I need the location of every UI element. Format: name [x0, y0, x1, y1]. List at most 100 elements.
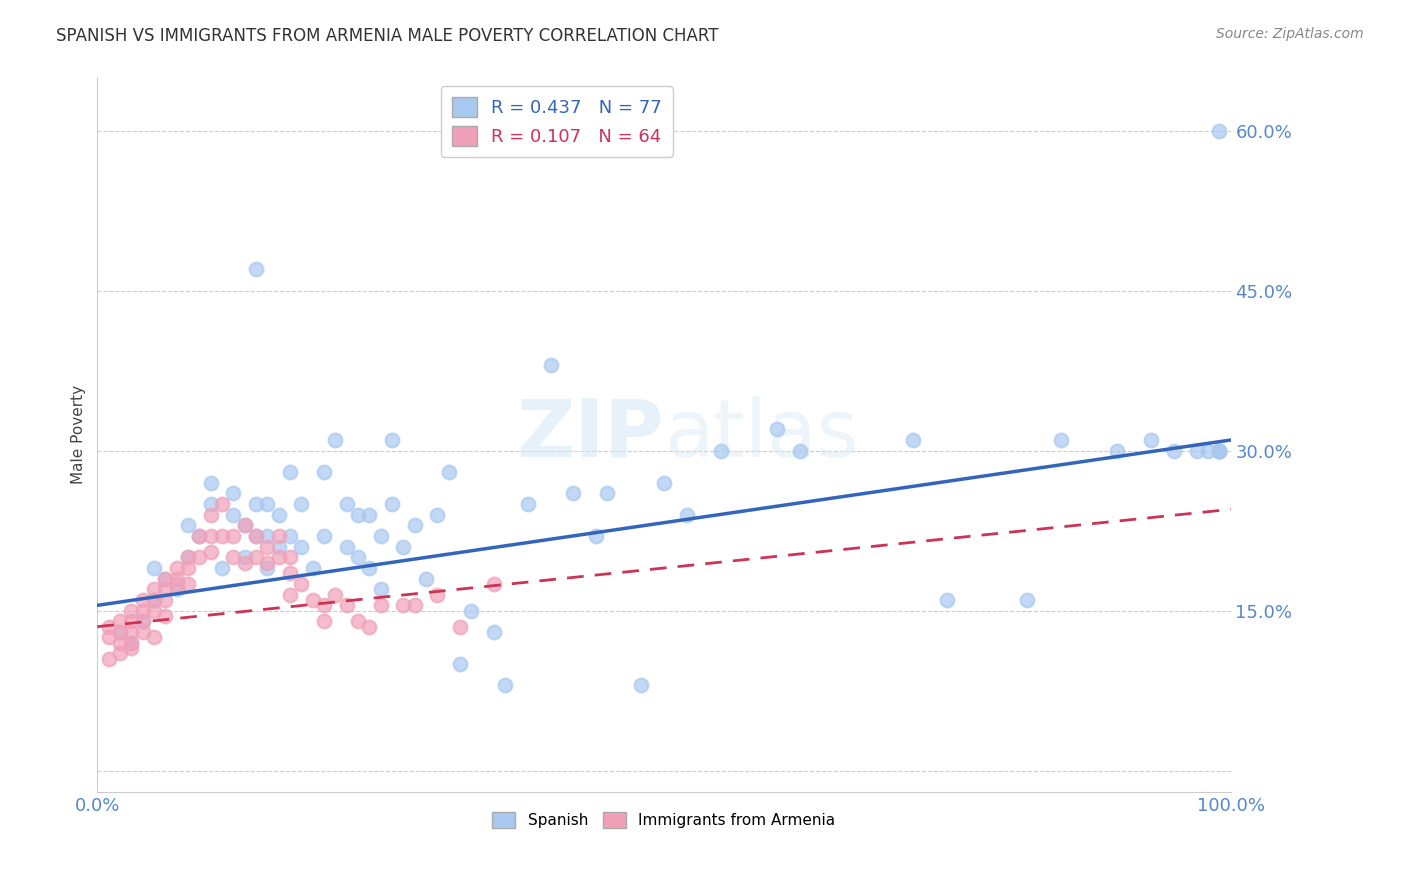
Point — [359, 620, 381, 634]
Point — [177, 550, 200, 565]
Point — [437, 465, 460, 479]
Point — [222, 529, 245, 543]
Point — [155, 572, 177, 586]
Point — [278, 550, 301, 565]
Point — [256, 497, 278, 511]
Point — [211, 529, 233, 543]
Point — [131, 625, 153, 640]
Point — [278, 588, 301, 602]
Text: Source: ZipAtlas.com: Source: ZipAtlas.com — [1216, 27, 1364, 41]
Point — [108, 635, 131, 649]
Point — [143, 604, 166, 618]
Point — [540, 359, 562, 373]
Point — [290, 497, 312, 511]
Point — [336, 497, 359, 511]
Point — [143, 593, 166, 607]
Point — [312, 465, 335, 479]
Point — [1140, 433, 1163, 447]
Point — [177, 561, 200, 575]
Point — [233, 556, 256, 570]
Point — [267, 508, 290, 522]
Point — [143, 630, 166, 644]
Point — [155, 609, 177, 624]
Point — [222, 486, 245, 500]
Point — [404, 599, 426, 613]
Point — [131, 615, 153, 629]
Point — [652, 475, 675, 490]
Point — [120, 635, 142, 649]
Point — [233, 518, 256, 533]
Point — [143, 593, 166, 607]
Point — [1208, 443, 1230, 458]
Point — [1163, 443, 1185, 458]
Point — [267, 540, 290, 554]
Point — [449, 657, 471, 671]
Point — [426, 588, 449, 602]
Point — [108, 615, 131, 629]
Point — [166, 561, 188, 575]
Point — [245, 497, 267, 511]
Point — [630, 678, 652, 692]
Point — [596, 486, 619, 500]
Point — [1015, 593, 1038, 607]
Point — [188, 529, 211, 543]
Point — [108, 646, 131, 660]
Point — [903, 433, 925, 447]
Point — [426, 508, 449, 522]
Point — [290, 540, 312, 554]
Point — [177, 518, 200, 533]
Point — [312, 615, 335, 629]
Point — [392, 540, 415, 554]
Point — [585, 529, 607, 543]
Point — [370, 529, 392, 543]
Point — [325, 433, 347, 447]
Point — [200, 475, 222, 490]
Point — [381, 433, 404, 447]
Point — [494, 678, 516, 692]
Point — [789, 443, 811, 458]
Legend: Spanish, Immigrants from Armenia: Spanish, Immigrants from Armenia — [486, 806, 842, 834]
Point — [482, 577, 505, 591]
Point — [347, 550, 370, 565]
Point — [359, 508, 381, 522]
Point — [200, 545, 222, 559]
Point — [359, 561, 381, 575]
Point — [1208, 443, 1230, 458]
Text: atlas: atlas — [664, 396, 858, 474]
Point — [290, 577, 312, 591]
Point — [155, 593, 177, 607]
Point — [267, 550, 290, 565]
Point — [245, 550, 267, 565]
Point — [97, 620, 120, 634]
Point — [415, 572, 437, 586]
Point — [143, 582, 166, 597]
Point — [155, 572, 177, 586]
Point — [131, 604, 153, 618]
Point — [1049, 433, 1071, 447]
Point — [1107, 443, 1129, 458]
Point — [143, 561, 166, 575]
Point — [166, 582, 188, 597]
Point — [256, 540, 278, 554]
Point — [936, 593, 959, 607]
Point — [245, 262, 267, 277]
Point — [108, 625, 131, 640]
Point — [188, 529, 211, 543]
Point — [256, 561, 278, 575]
Point — [97, 651, 120, 665]
Point — [517, 497, 540, 511]
Point — [155, 582, 177, 597]
Point — [120, 640, 142, 655]
Point — [256, 529, 278, 543]
Point — [404, 518, 426, 533]
Point — [392, 599, 415, 613]
Point — [200, 508, 222, 522]
Point — [336, 599, 359, 613]
Point — [1185, 443, 1208, 458]
Point — [97, 630, 120, 644]
Point — [177, 577, 200, 591]
Point — [108, 625, 131, 640]
Point — [120, 635, 142, 649]
Point — [370, 582, 392, 597]
Point — [233, 550, 256, 565]
